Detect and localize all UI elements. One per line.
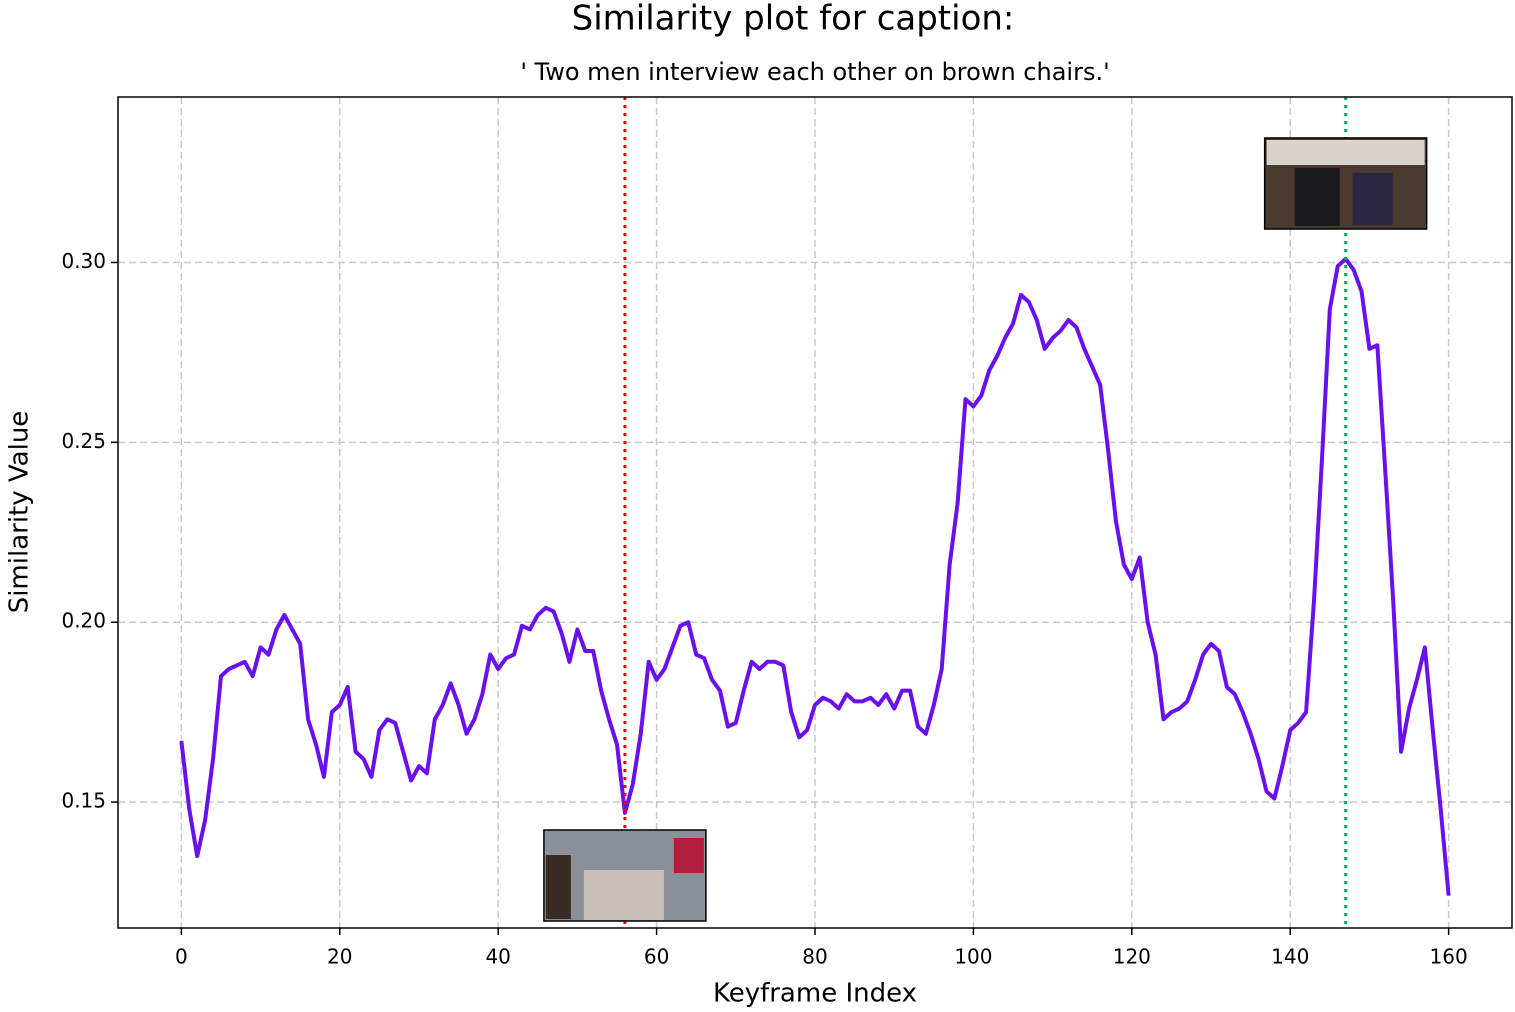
y-tick-label: 0.20	[61, 609, 106, 633]
x-tick-label: 140	[1271, 945, 1309, 969]
x-tick-label: 160	[1430, 945, 1468, 969]
x-tick-label: 40	[485, 945, 510, 969]
plot-frame	[117, 96, 1513, 929]
thumbnail	[1263, 137, 1428, 230]
y-axis-label: Similarity Value	[5, 411, 35, 614]
y-tick-label: 0.30	[61, 249, 106, 273]
x-tick-label: 20	[327, 945, 352, 969]
chart-title: Similarity plot for caption:	[572, 0, 1015, 39]
thumbnail	[543, 829, 707, 922]
x-tick-label: 80	[802, 945, 827, 969]
x-tick-label: 120	[1113, 945, 1151, 969]
y-tick-label: 0.15	[61, 789, 106, 813]
thumbnail-detail	[1352, 173, 1393, 225]
x-axis-label: Keyframe Index	[713, 979, 917, 1009]
thumbnail-detail	[583, 870, 664, 920]
x-tick-label: 0	[175, 945, 188, 969]
thumbnail-detail	[673, 838, 704, 873]
thumbnail-detail	[1266, 140, 1425, 165]
y-tick-label: 0.25	[61, 429, 106, 453]
chart-subtitle: ' Two men interview each other on brown …	[520, 58, 1109, 86]
data-line	[179, 256, 1451, 896]
thumbnail-detail	[545, 855, 571, 919]
x-tick-label: 60	[644, 945, 669, 969]
x-tick-label: 100	[954, 945, 992, 969]
thumbnail-detail	[1294, 168, 1340, 226]
